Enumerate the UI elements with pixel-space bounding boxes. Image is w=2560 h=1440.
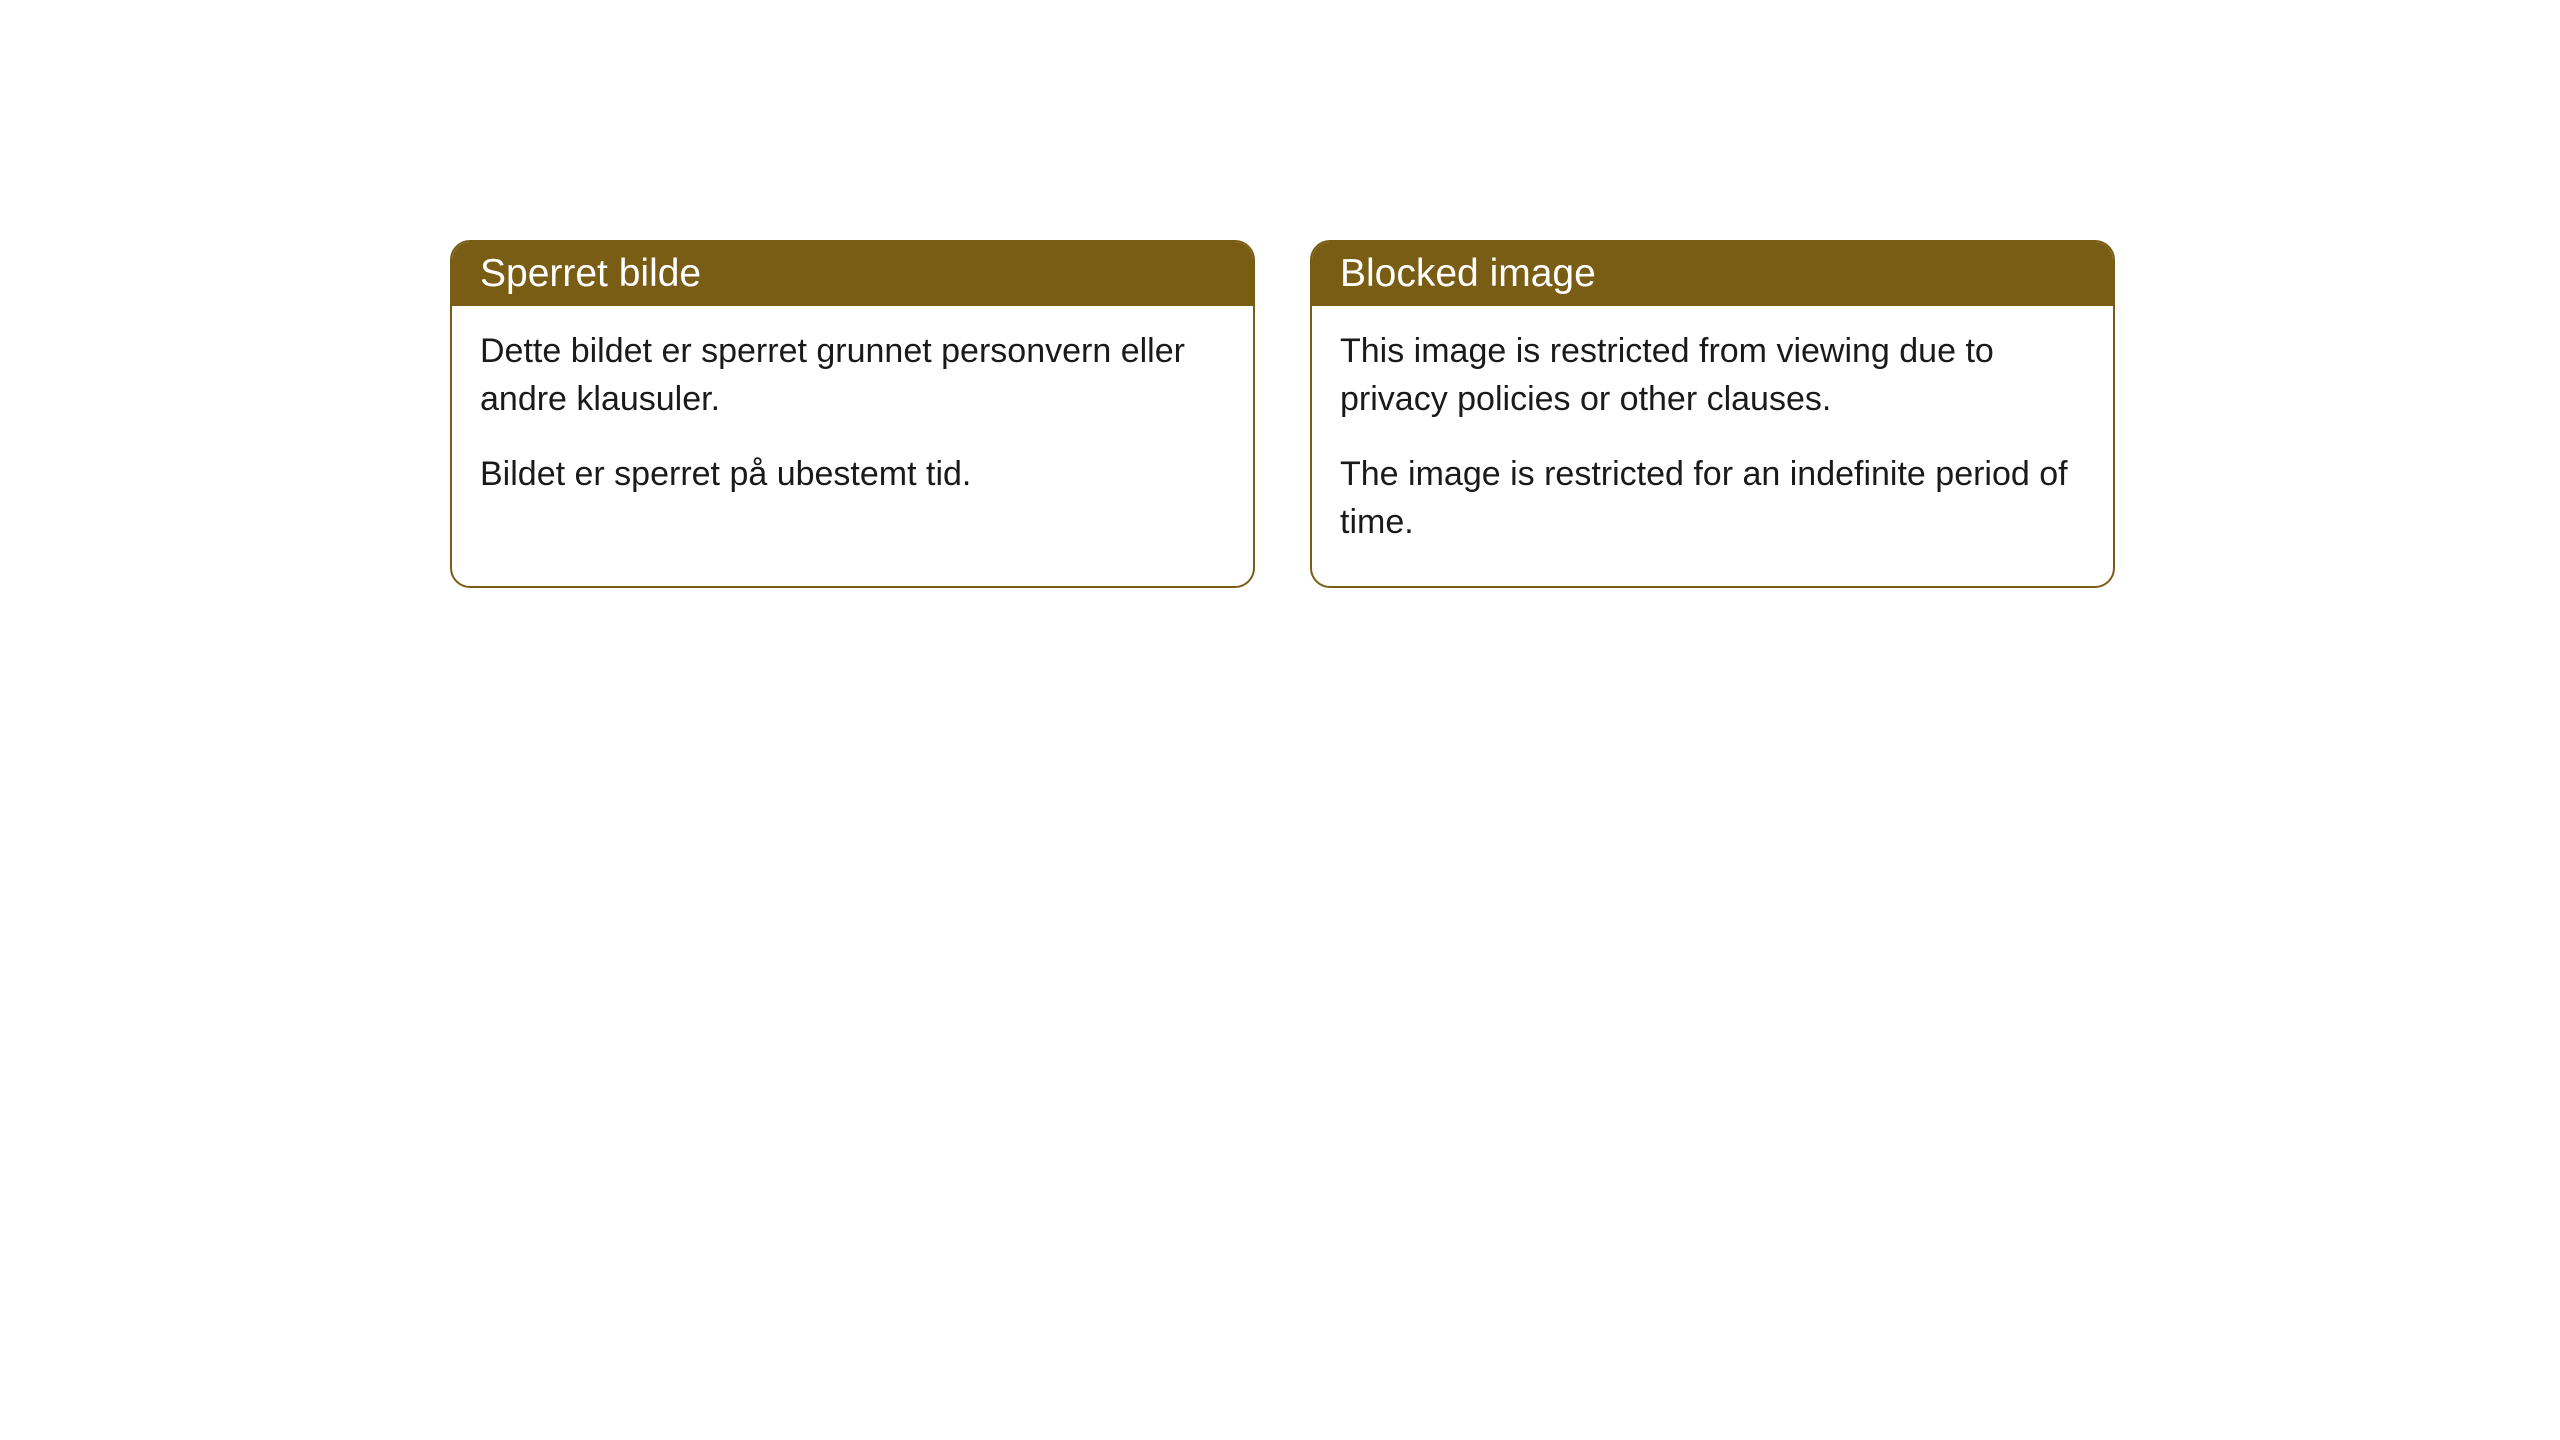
card-paragraph-2-norwegian: Bildet er sperret på ubestemt tid. [480, 451, 1225, 499]
card-title-english: Blocked image [1340, 252, 1596, 295]
card-body-norwegian: Dette bildet er sperret grunnet personve… [452, 306, 1253, 539]
card-paragraph-1-english: This image is restricted from viewing du… [1340, 328, 2085, 423]
blocked-image-card-english: Blocked image This image is restricted f… [1310, 240, 2115, 588]
card-paragraph-2-english: The image is restricted for an indefinit… [1340, 451, 2085, 546]
card-header-english: Blocked image [1312, 242, 2113, 306]
notice-card-container: Sperret bilde Dette bildet er sperret gr… [0, 0, 2560, 588]
card-header-norwegian: Sperret bilde [452, 242, 1253, 306]
blocked-image-card-norwegian: Sperret bilde Dette bildet er sperret gr… [450, 240, 1255, 588]
card-body-english: This image is restricted from viewing du… [1312, 306, 2113, 586]
card-paragraph-1-norwegian: Dette bildet er sperret grunnet personve… [480, 328, 1225, 423]
card-title-norwegian: Sperret bilde [480, 252, 701, 295]
